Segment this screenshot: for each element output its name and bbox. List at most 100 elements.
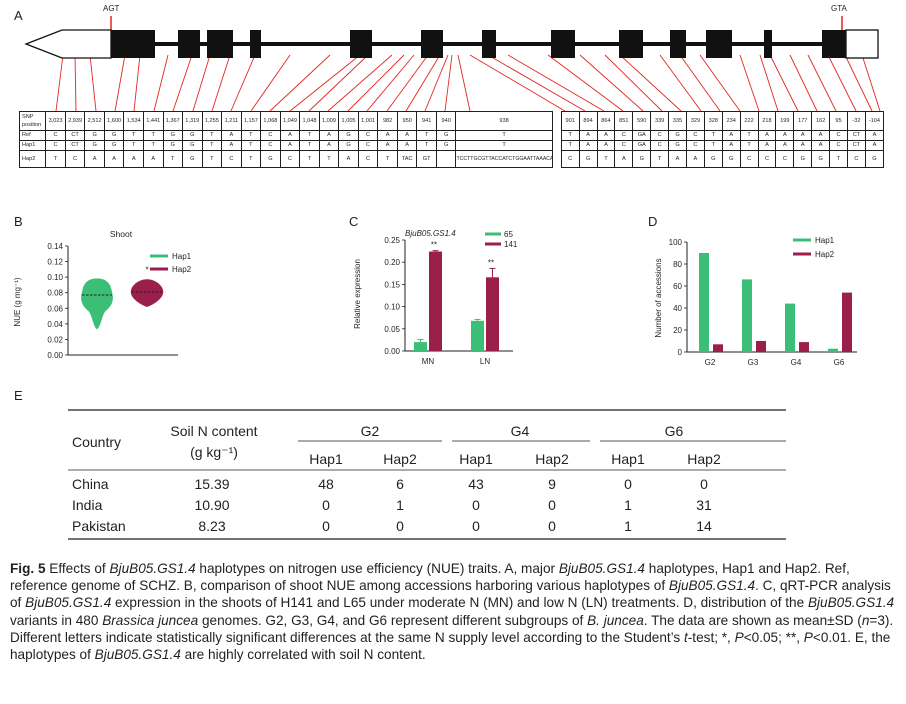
panel-c-label: C bbox=[349, 214, 359, 229]
table-e-cell: 43 bbox=[468, 476, 484, 492]
table-e-sub-header: Hap2 bbox=[383, 451, 417, 467]
table-e-cell: 0 bbox=[548, 518, 556, 534]
chart-b-ytick-label: 0.02 bbox=[47, 335, 63, 344]
chart-b-ylabel: NUE (g mg⁻¹) bbox=[13, 277, 22, 326]
chart-d-ytick-label: 20 bbox=[673, 326, 682, 335]
caption-label: Fig. 5 bbox=[10, 561, 46, 576]
utr-3prime bbox=[845, 29, 879, 59]
panel-d-label: D bbox=[648, 214, 658, 229]
table-e-cell: 1 bbox=[396, 497, 404, 513]
legend-label-141: 141 bbox=[504, 240, 518, 249]
snp-cell: G bbox=[864, 150, 885, 168]
chart-b-ytick-label: 0.12 bbox=[47, 258, 63, 267]
panel-a-label: A bbox=[14, 8, 23, 23]
chart-b-title: Shoot bbox=[110, 229, 133, 239]
chart-d-accessions: 0 20 40 60 80 100 Number of accessions G2 G3 G4 G6… bbox=[654, 236, 857, 367]
snp-cell: G bbox=[793, 150, 813, 168]
table-e-soil: 15.39 bbox=[194, 476, 230, 492]
table-e-soil: 8.23 bbox=[198, 518, 226, 534]
chart-c-expression: BjuB05.GS1.4 0.00 0.05 0.10 0.15 0.20 0.25 Rela… bbox=[353, 229, 518, 366]
chart-c-ylabel: Relative expression bbox=[353, 259, 362, 329]
legend-label-hap2: Hap2 bbox=[172, 265, 192, 274]
snp-row-hap2: Hap2 T C A A A A T G T C T G C T T A C T TAC GT TCCTTGCGTTACC… bbox=[18, 150, 885, 168]
bar-mn-141 bbox=[429, 251, 442, 351]
bar-g6-hap2 bbox=[842, 292, 852, 352]
table-e-cell: 0 bbox=[322, 518, 330, 534]
chart-c-significance: ** bbox=[488, 258, 494, 267]
legend-label-65: 65 bbox=[504, 230, 513, 239]
table-e-header-soil: Soil N content bbox=[170, 423, 258, 439]
chart-c-ytick-label: 0.15 bbox=[384, 280, 400, 289]
snp-gap bbox=[551, 111, 562, 131]
table-e-cell: 0 bbox=[700, 476, 708, 492]
table-e-soil: 10.90 bbox=[194, 497, 230, 513]
table-e-sub-header: Hap1 bbox=[611, 451, 645, 467]
chart-c-ytick-label: 0.20 bbox=[384, 258, 400, 267]
table-e-header-country: Country bbox=[72, 434, 122, 450]
snp-table: SNP position 3,023 2,939 2,512 1,600 1,534 1,4… bbox=[18, 111, 885, 168]
table-e-cell: 0 bbox=[472, 497, 480, 513]
chart-d-xtick-label: G4 bbox=[791, 358, 802, 367]
bar-g3-hap2 bbox=[756, 341, 766, 352]
table-e-cell: 0 bbox=[322, 497, 330, 513]
table-e-cell: 48 bbox=[318, 476, 334, 492]
table-e-group-header: G2 bbox=[360, 423, 380, 439]
table-e-group-header: G4 bbox=[510, 423, 530, 439]
table-e-cell: 9 bbox=[548, 476, 556, 492]
stop-codon-label: GTA bbox=[831, 4, 847, 13]
table-e-cell: 6 bbox=[396, 476, 404, 492]
chart-d-xtick-label: G3 bbox=[748, 358, 759, 367]
chart-d-ytick-label: 60 bbox=[673, 282, 682, 291]
chart-d-ytick-label: 0 bbox=[678, 348, 683, 357]
bar-mn-65 bbox=[414, 342, 427, 351]
chart-b-significance: * bbox=[145, 265, 148, 274]
chart-c-xtick-label: MN bbox=[422, 357, 435, 366]
chart-c-ytick-label: 0.10 bbox=[384, 303, 400, 312]
snp-cell: A bbox=[668, 150, 687, 168]
snp-cell: A bbox=[103, 150, 125, 168]
chart-c-ytick-label: 0.05 bbox=[384, 325, 400, 334]
bar-g2-hap2 bbox=[713, 344, 723, 352]
snp-cell: T bbox=[201, 150, 223, 168]
table-e-rules bbox=[68, 409, 786, 540]
snp-cell-938: TCCTTGCGTTACCATCTGGAATTAAACACGCAG bbox=[455, 150, 553, 168]
chart-c-gene-label: BjuB05.GS1.4 bbox=[405, 229, 456, 238]
chart-c-significance: ** bbox=[431, 241, 437, 250]
chart-c-ytick-label: 0.25 bbox=[384, 236, 400, 245]
table-e-country: China bbox=[72, 476, 109, 492]
legend-label-hap1: Hap1 bbox=[815, 236, 835, 245]
table-e-cell: 0 bbox=[396, 518, 404, 534]
chart-b-shoot-nue: Shoot 0.00 0.02 0.04 0.06 0.08 0.10 0.12 0.14 NUE… bbox=[13, 229, 192, 360]
snp-row-position: SNP position 3,023 2,939 2,512 1,600 1,534 1,4… bbox=[18, 111, 885, 131]
bar-g3-hap1 bbox=[742, 279, 752, 352]
table-e-cell: 14 bbox=[696, 518, 712, 534]
snp-row-hap1: Hap1 C CT G G T T G G T A T C A T A G C A A T G T T A A C GA C G C T A T A… bbox=[18, 140, 885, 151]
table-e-header-soil-unit: (g kg⁻¹) bbox=[190, 444, 238, 460]
snp-gap bbox=[551, 140, 562, 151]
table-e-sub-header: Hap2 bbox=[687, 451, 721, 467]
exons bbox=[111, 30, 846, 58]
legend-label-hap1: Hap1 bbox=[172, 252, 192, 261]
bar-g4-hap2 bbox=[799, 342, 809, 352]
gene-structure bbox=[24, 16, 881, 112]
chart-b-ytick-label: 0.08 bbox=[47, 289, 63, 298]
chart-b-ytick-label: 0.10 bbox=[47, 273, 63, 282]
table-e-cell: 0 bbox=[548, 497, 556, 513]
snp-row-label: Hap2 bbox=[18, 150, 47, 168]
table-e-country: India bbox=[72, 497, 103, 513]
chart-d-ylabel: Number of accessions bbox=[654, 258, 663, 337]
chart-b-ytick-label: 0.00 bbox=[47, 351, 63, 360]
violin-hap2 bbox=[130, 279, 164, 307]
table-e-group-header: G6 bbox=[664, 423, 684, 439]
snp-gap bbox=[551, 130, 562, 141]
chart-d-ytick-label: 80 bbox=[673, 260, 682, 269]
table-e-cell: 0 bbox=[624, 476, 632, 492]
chart-b-ytick-label: 0.14 bbox=[47, 242, 63, 251]
table-e-cell: 1 bbox=[624, 518, 632, 534]
bar-g6-hap1 bbox=[828, 348, 838, 352]
legend-label-hap2: Hap2 bbox=[815, 250, 835, 259]
bar-g4-hap1 bbox=[785, 303, 795, 352]
bar-ln-141 bbox=[486, 277, 499, 351]
bar-g2-hap1 bbox=[699, 253, 709, 352]
snp-cell: A bbox=[84, 150, 105, 168]
